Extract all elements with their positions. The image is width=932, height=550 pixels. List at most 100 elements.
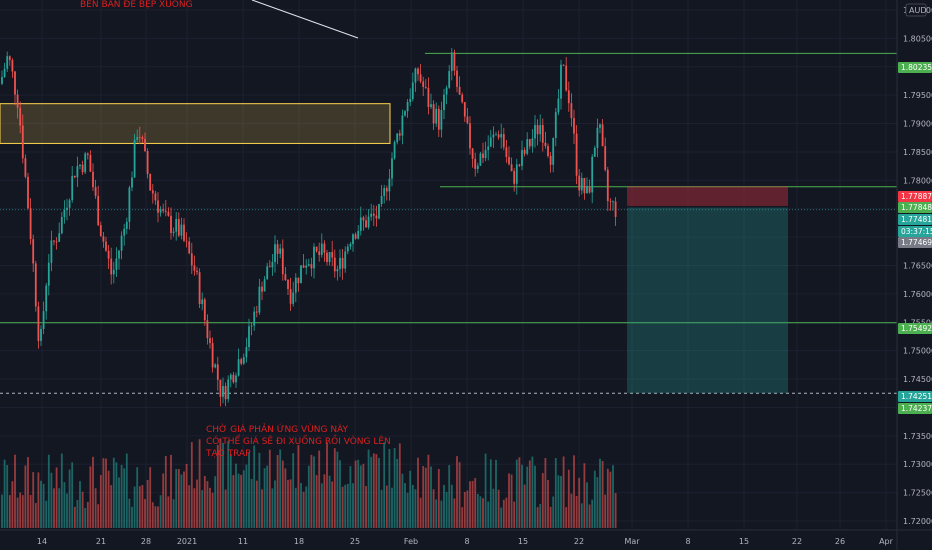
volume-bar (198, 439, 201, 528)
volume-bar (268, 449, 271, 528)
candle-body (229, 374, 232, 380)
volume-bar (110, 485, 113, 528)
candle-body (240, 359, 243, 364)
annotation-trap[interactable]: TẠO TRAP (205, 449, 251, 459)
time-tick-label: Mar (624, 537, 640, 546)
volume-bar (320, 483, 323, 528)
candle-body (591, 156, 594, 193)
candle-body (214, 364, 217, 368)
time-tick-label: 28 (141, 537, 151, 546)
trend-line-drawing[interactable] (251, 0, 359, 39)
candle-body (216, 364, 219, 380)
annotation-wait[interactable]: CHỜ GIÁ PHẢN ỨNG VÙNG NÀY (206, 423, 349, 435)
volume-bar (180, 474, 183, 528)
price-axis: 1.810001.805001.800001.795001.790001.785… (896, 0, 932, 550)
candle-body (97, 195, 100, 226)
candle-body (154, 193, 157, 201)
candle-body (365, 220, 367, 228)
candle-body (448, 71, 451, 88)
volume-bar (401, 473, 404, 528)
volume-bar (79, 481, 81, 528)
candle-body (422, 81, 425, 87)
volume-bar (406, 492, 409, 528)
candle-body (222, 385, 224, 397)
volume-bar (209, 487, 211, 528)
short-position-box (627, 186, 788, 394)
volume-bar (487, 501, 490, 528)
candle-body (536, 125, 539, 135)
volume-bar (99, 474, 102, 528)
volume-bar (190, 442, 193, 528)
currency-button[interactable] (905, 3, 927, 17)
volume-bar (302, 491, 305, 528)
volume-bar (50, 472, 53, 528)
volume-bar (461, 507, 464, 528)
candle-body (198, 272, 201, 305)
candle-body (502, 134, 505, 148)
candle-body (331, 252, 334, 258)
candle-body (549, 156, 552, 165)
candle-body (81, 164, 84, 173)
time-tick-label: 14 (37, 537, 47, 546)
volume-bar (604, 494, 607, 528)
candle-body (107, 250, 110, 259)
candle-body (1, 76, 3, 84)
volume-bar (45, 500, 48, 528)
candle-body (528, 139, 531, 147)
volume-bar (266, 465, 269, 528)
candle-body (409, 99, 412, 103)
annotation-sellers[interactable]: BÊN BÁN ĐÈ BẸP XUỐNG (80, 0, 193, 10)
candle-body (378, 203, 380, 219)
time-tick-label: 11 (238, 537, 248, 546)
volume-bar (528, 460, 531, 528)
price-badge-label: 1.77887 (901, 192, 932, 201)
candle-body (508, 157, 510, 165)
candle-body (562, 64, 565, 66)
volume-bar (164, 455, 167, 528)
candle-body (375, 215, 378, 219)
volume-bar (196, 479, 198, 528)
volume-bar (159, 495, 162, 528)
candle-body (437, 108, 440, 130)
take-profit-area (627, 207, 788, 394)
candle-body (263, 279, 266, 292)
candle-body (167, 211, 170, 216)
volume-bar (115, 462, 118, 528)
volume-bar (123, 468, 126, 528)
volume-bar (341, 486, 344, 528)
candle-body (201, 299, 204, 305)
candle-body (523, 150, 526, 154)
price-tick-label: 1.76000 (903, 290, 932, 299)
price-tick-label: 1.72500 (903, 489, 932, 498)
volume-bar (229, 454, 232, 528)
candle-body (292, 292, 295, 304)
candle-body (190, 253, 193, 266)
candle-body (326, 252, 328, 263)
volume-bar (549, 506, 552, 528)
volume-bar (583, 463, 586, 528)
candle-body (601, 124, 604, 147)
candle-body (180, 224, 183, 236)
candle-body (349, 243, 352, 247)
candle-body (110, 258, 113, 275)
candle-body (42, 311, 45, 329)
volume-bar (458, 462, 461, 528)
candle-body (484, 149, 487, 158)
candle-body (479, 153, 482, 166)
candle-body (344, 251, 347, 269)
volume-bar (352, 483, 354, 528)
price-badge-label: 03:37:15 (901, 227, 932, 236)
volume-bar (305, 486, 308, 528)
candle-body (505, 147, 508, 158)
volume-bar (378, 457, 380, 528)
candle-body (307, 264, 310, 266)
annotation-maybe[interactable]: CÓ THỂ GIÁ SẼ ĐI XUỐNG RỒI VÒNG LÊN (206, 434, 391, 447)
candle-body (66, 207, 68, 211)
volume-bar (258, 452, 261, 528)
price-tick-label: 1.73500 (903, 432, 932, 441)
volume-bar (201, 490, 204, 528)
volume-bar (206, 481, 209, 528)
candle-body (450, 52, 453, 72)
candle-body (164, 210, 167, 212)
